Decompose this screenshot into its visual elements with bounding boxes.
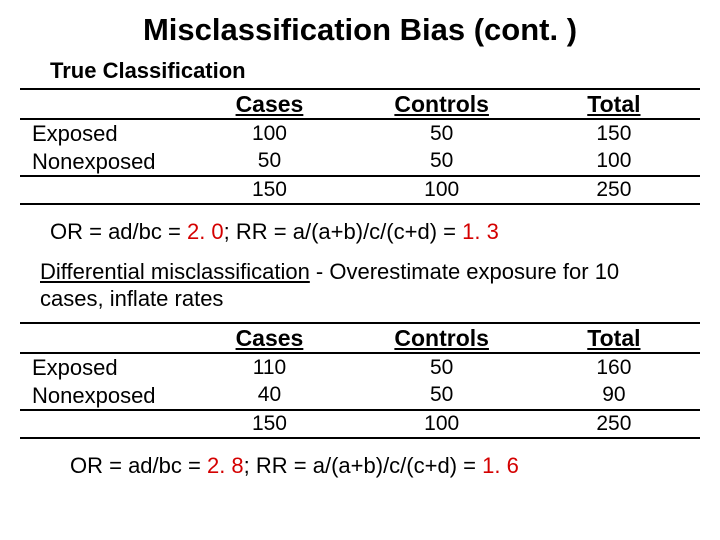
cell: 50 [356, 148, 528, 176]
slide-title: Misclassification Bias (cont. ) [20, 12, 700, 48]
differential-description: Differential misclassification - Overest… [40, 259, 670, 312]
cell: 50 [356, 382, 528, 410]
cell-total: 250 [528, 176, 700, 204]
cell: 160 [528, 353, 700, 381]
cell: 100 [528, 148, 700, 176]
cell-total: 100 [356, 176, 528, 204]
row-label-nonexposed: Nonexposed [20, 382, 183, 410]
cell: 40 [183, 382, 355, 410]
formula-differential: OR = ad/bc = 2. 8; RR = a/(a+b)/c/(c+d) … [70, 453, 700, 479]
cell: 50 [356, 353, 528, 381]
cell: 100 [183, 119, 355, 147]
cell-total: 250 [528, 410, 700, 438]
cell: 50 [356, 119, 528, 147]
cell: 150 [528, 119, 700, 147]
col-header-cases: Cases [183, 89, 355, 119]
row-label-exposed: Exposed [20, 353, 183, 381]
cell-total: 150 [183, 176, 355, 204]
cell: 90 [528, 382, 700, 410]
row-label-nonexposed: Nonexposed [20, 148, 183, 176]
cell-total: 100 [356, 410, 528, 438]
col-header-controls: Controls [356, 89, 528, 119]
table-true-classification: Cases Controls Total Exposed 100 50 150 … [20, 88, 700, 205]
col-header-total: Total [528, 323, 700, 353]
cell: 110 [183, 353, 355, 381]
cell-total: 150 [183, 410, 355, 438]
col-header-total: Total [528, 89, 700, 119]
cell: 50 [183, 148, 355, 176]
row-label-exposed: Exposed [20, 119, 183, 147]
section-true-classification: True Classification [50, 58, 700, 84]
table-differential: Cases Controls Total Exposed 110 50 160 … [20, 322, 700, 439]
col-header-controls: Controls [356, 323, 528, 353]
formula-true: OR = ad/bc = 2. 0; RR = a/(a+b)/c/(c+d) … [50, 219, 700, 245]
col-header-cases: Cases [183, 323, 355, 353]
